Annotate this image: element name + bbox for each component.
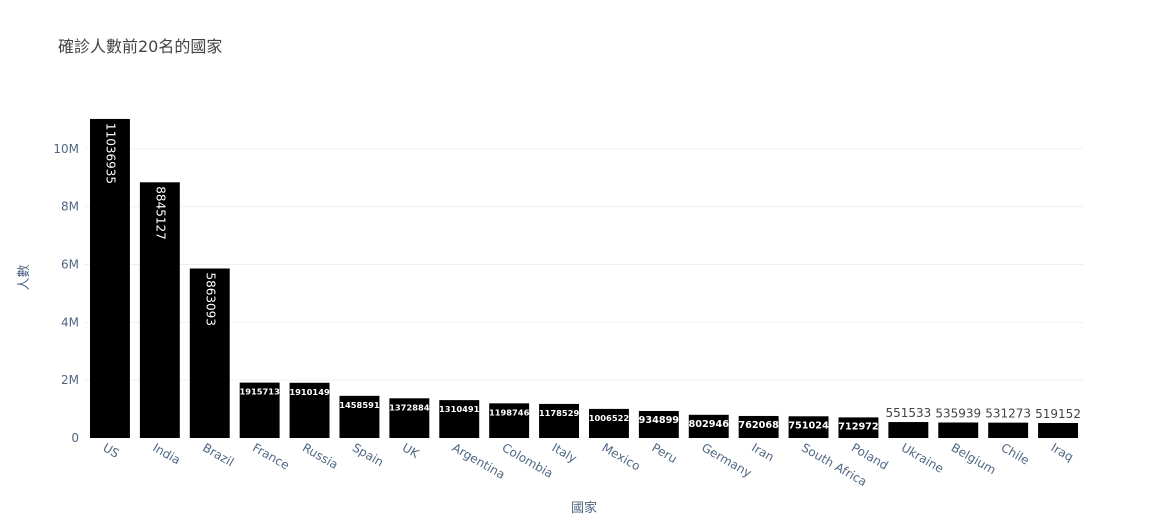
bar-value-label: 751024 <box>788 420 829 431</box>
x-tick-label: Iraq <box>1049 440 1076 464</box>
x-tick-label: Germany <box>699 440 754 480</box>
x-axis-title: 國家 <box>571 500 597 516</box>
bar-value-label: 1178529 <box>539 408 580 418</box>
bar-value-label: 1310491 <box>439 404 480 414</box>
x-tick-label: Chile <box>999 440 1032 467</box>
bar[interactable] <box>289 382 330 438</box>
bar[interactable] <box>738 415 779 438</box>
x-axis-ticks: US India Brazil France Russia Spain UK Argentin… <box>100 440 1075 489</box>
bar-value-label: 712972 <box>838 421 878 432</box>
chart-title: 確診人數前20名的國家 <box>58 37 223 56</box>
x-tick-label: Russia <box>300 440 340 471</box>
bar[interactable] <box>788 416 829 438</box>
x-tick-label: India <box>150 440 183 467</box>
y-tick-label: 4M <box>61 315 79 329</box>
gridlines <box>85 148 1083 381</box>
x-tick-label: Spain <box>350 440 386 469</box>
x-tick-label: US <box>100 440 121 460</box>
x-tick-label: Ukraine <box>899 440 946 475</box>
bar-value-label: 551533 <box>885 406 931 420</box>
x-tick-label: UK <box>400 440 422 461</box>
bar[interactable] <box>239 382 280 438</box>
bar-value-label: 934899 <box>639 415 680 426</box>
x-tick-label: Argentina <box>450 440 508 481</box>
x-tick-label: Italy <box>550 440 580 465</box>
y-tick-label: 10M <box>53 142 79 156</box>
bar-value-label: 802946 <box>689 419 730 430</box>
x-tick-label: Mexico <box>599 440 642 473</box>
bar[interactable] <box>1038 422 1079 438</box>
bar-value-label: 1910149 <box>289 387 330 397</box>
bar[interactable] <box>89 118 130 438</box>
bar-value-label: 519152 <box>1035 407 1081 421</box>
bar[interactable] <box>588 408 629 438</box>
bar-value-label: 1198746 <box>489 407 530 417</box>
bar[interactable] <box>688 414 729 438</box>
bar[interactable] <box>189 268 230 438</box>
bar[interactable] <box>838 417 879 438</box>
x-tick-label: Brazil <box>200 440 236 469</box>
y-tick-label: 0 <box>71 431 79 445</box>
bar[interactable] <box>888 422 929 438</box>
bars <box>89 118 1079 438</box>
bar[interactable] <box>489 403 530 438</box>
bar-value-label: 1458591 <box>339 400 380 410</box>
bar[interactable] <box>938 422 979 438</box>
x-tick-label: Iran <box>749 440 776 464</box>
bar-value-label: 1915713 <box>239 387 280 397</box>
y-tick-label: 2M <box>61 373 79 387</box>
bar[interactable] <box>638 410 679 438</box>
bar[interactable] <box>389 398 430 438</box>
bar[interactable] <box>439 400 480 438</box>
bar-value-label: 531273 <box>985 407 1031 421</box>
x-tick-label: Belgium <box>949 440 999 477</box>
bar[interactable] <box>539 403 580 438</box>
y-axis-ticks: 0 2M 4M 6M 8M 10M <box>53 142 79 445</box>
bar[interactable] <box>139 182 180 438</box>
bar-value-label: 11036935 <box>103 123 117 184</box>
bar-value-labels: 11036935 8845127 5863093 1915713 1910149 1458… <box>103 123 1081 432</box>
x-tick-label: France <box>250 440 292 472</box>
bar-value-label: 1372884 <box>389 402 430 412</box>
bar-value-label: 1006522 <box>589 413 630 423</box>
bar[interactable] <box>988 422 1029 438</box>
bar[interactable] <box>339 395 380 438</box>
y-tick-label: 8M <box>61 200 79 214</box>
bar-value-label: 762068 <box>738 420 779 431</box>
bar-value-label: 535939 <box>935 407 981 421</box>
x-tick-label: Colombia <box>500 440 556 480</box>
bar-value-label: 5863093 <box>203 273 217 326</box>
bar-value-label: 8845127 <box>153 186 167 239</box>
x-tick-label: Peru <box>649 440 679 465</box>
y-tick-label: 6M <box>61 258 79 272</box>
y-axis-title: 人數 <box>17 264 32 290</box>
